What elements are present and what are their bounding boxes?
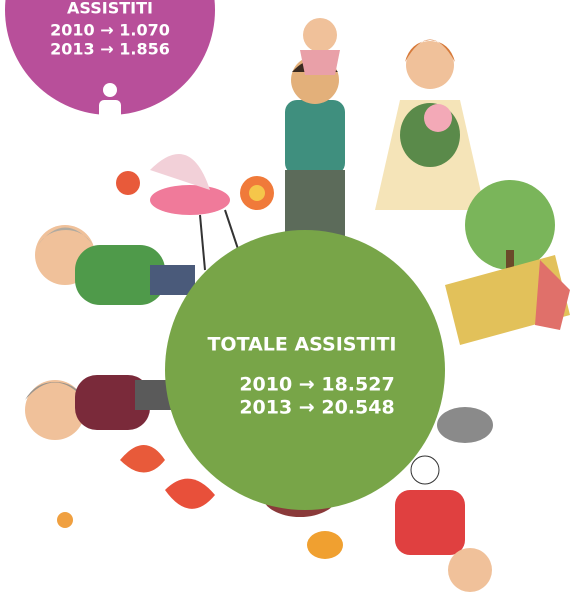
badge-title: ASSISTITI <box>67 0 153 18</box>
globe-line: 2013 → 20.548 <box>239 397 394 419</box>
globe-title: TOTALE ASSISTITI <box>207 334 396 356</box>
globe <box>165 230 445 510</box>
badge-line: 2010 → 1.070 <box>50 21 170 40</box>
globe-line: 2010 → 18.527 <box>239 374 394 396</box>
infographic: ASSISTITI 2010 → 1.070 2013 → 1.856 <box>0 0 582 602</box>
badge-line: 2013 → 1.856 <box>50 40 170 59</box>
